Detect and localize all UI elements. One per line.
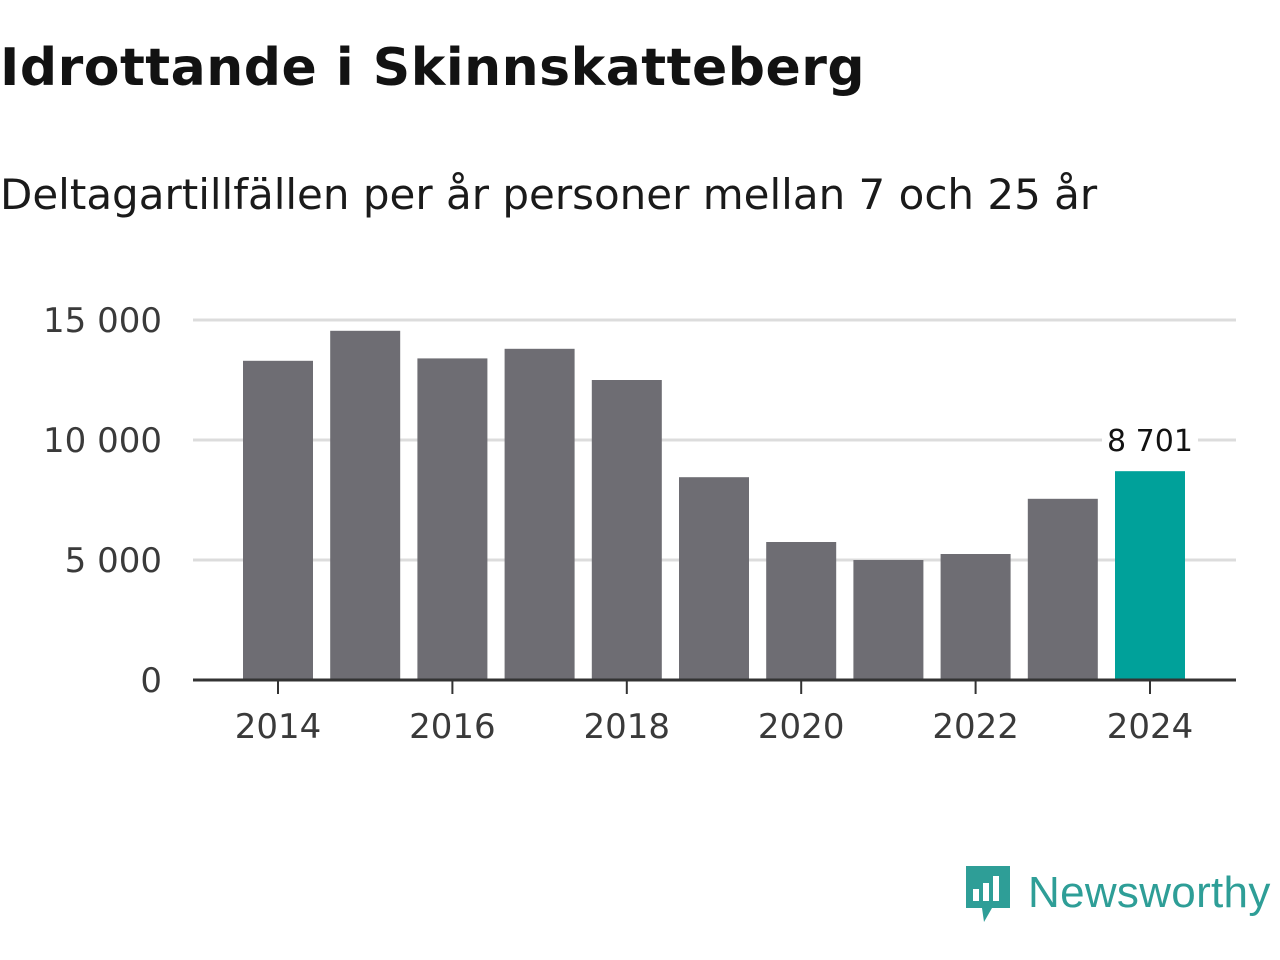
bar-2016: [417, 358, 488, 680]
y-tick-label: 0: [140, 661, 162, 701]
data-labels: 8 701: [1102, 423, 1198, 460]
bar-2019: [679, 477, 749, 680]
bar-2017: [504, 348, 575, 680]
x-tick-label: 2022: [932, 707, 1019, 747]
newsworthy-logo-icon: [966, 866, 1010, 922]
bar-2018: [591, 380, 662, 680]
x-tick-label: 2024: [1107, 707, 1194, 747]
newsworthy-logo: Newsworthy: [962, 862, 1271, 924]
data-label-background: [1102, 423, 1198, 460]
bar-2023: [1027, 498, 1098, 680]
x-tick-label: 2014: [235, 707, 322, 747]
x-axis: 2014 2016 2018 2020 2022 2024: [193, 678, 1236, 747]
data-label: 8 701: [1107, 424, 1193, 459]
bar-2024: [1115, 471, 1185, 680]
y-axis-ticks: 0 5 000 10 000 15 000: [43, 301, 162, 701]
y-tick-label: 15 000: [43, 301, 162, 341]
newsworthy-logo-text: Newsworthy: [1028, 868, 1271, 917]
bar-2022: [940, 554, 1011, 680]
chart-title: Idrottande i Skinnskatteberg: [0, 38, 866, 98]
x-tick-label: 2016: [409, 707, 496, 747]
bars: [243, 330, 1185, 680]
bar-2015: [330, 330, 401, 680]
x-tick-label: 2018: [584, 707, 671, 747]
chart-subtitle: Deltagartillfällen per år personer mella…: [0, 170, 1098, 219]
y-tick-label: 10 000: [43, 421, 162, 461]
x-tick-label: 2020: [758, 707, 845, 747]
bar-2020: [766, 542, 837, 680]
bar-2014: [243, 360, 313, 680]
bar-2021: [853, 560, 924, 680]
y-tick-label: 5 000: [65, 541, 162, 581]
